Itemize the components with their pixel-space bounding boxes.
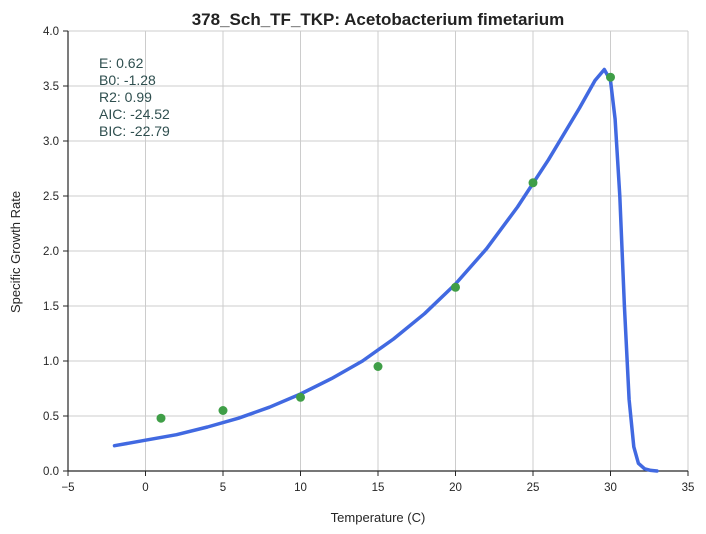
data-point (528, 178, 538, 188)
data-point (373, 362, 383, 371)
chart-title: 378_Sch_TF_TKP: Acetobacterium fimetariu… (192, 10, 565, 29)
data-point (606, 72, 615, 82)
x-tick-label: 5 (220, 482, 226, 494)
x-tick-label: 10 (294, 482, 307, 494)
x-tick-label: −5 (61, 482, 74, 494)
y-tick-label: 1.5 (43, 301, 59, 313)
ticks: −5 0 5 10 15 20 25 30 35 0.0 0.5 1.0 1.5 2.0 2.5 3.0 3.5… (43, 26, 694, 494)
data-point (451, 282, 460, 292)
y-tick-label: 4.0 (43, 26, 59, 38)
y-tick-label: 2.0 (43, 246, 59, 258)
data-point (296, 392, 305, 402)
grid (68, 30, 689, 471)
x-tick-label: 35 (682, 482, 695, 494)
fit-curve-line (112, 67, 659, 473)
y-tick-label: 1.0 (43, 356, 59, 368)
data-point (218, 406, 228, 415)
stats-box: E: 0.62 B0: -1.28 R2: 0.99 AIC: -24.52 B… (99, 55, 170, 139)
data-point (156, 413, 166, 423)
y-tick-label: 3.0 (43, 136, 59, 148)
stat-bic: BIC: -22.79 (99, 123, 170, 139)
x-axis-label: Temperature (C) (331, 510, 426, 525)
stat-aic: AIC: -24.52 (99, 106, 170, 122)
x-tick-label: 15 (372, 482, 385, 494)
y-tick-label: 0.5 (43, 411, 59, 423)
y-tick-label: 3.5 (43, 81, 59, 93)
x-tick-label: 25 (527, 482, 540, 494)
y-axis-label: Specific Growth Rate (8, 191, 23, 313)
y-tick-label: 0.0 (43, 466, 59, 478)
x-tick-label: 20 (449, 482, 462, 494)
series-layer (112, 67, 659, 473)
x-tick-label: 30 (604, 482, 617, 494)
y-tick-label: 2.5 (43, 191, 59, 203)
stat-b0: B0: -1.28 (99, 72, 156, 88)
stat-e: E: 0.62 (99, 55, 144, 71)
stat-r2: R2: 0.99 (99, 89, 152, 105)
x-tick-label: 0 (142, 482, 148, 494)
